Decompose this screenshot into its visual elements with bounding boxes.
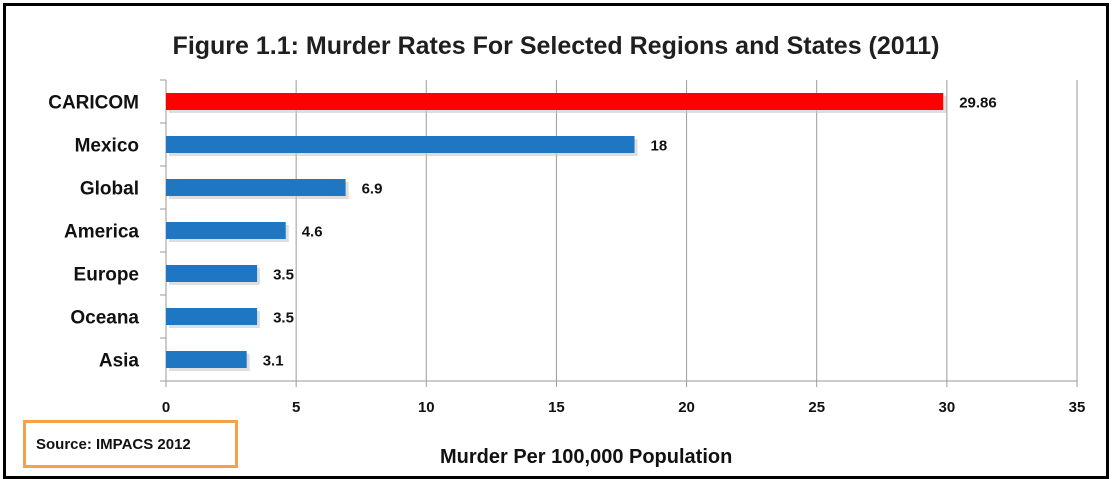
x-tick-label: 25	[808, 399, 825, 416]
bar-mexico	[166, 136, 635, 153]
category-label: Europe	[74, 265, 139, 286]
bar-europe	[166, 265, 258, 282]
chart-title: Figure 1.1: Murder Rates For Selected Re…	[172, 32, 940, 60]
data-label: 3.1	[263, 353, 284, 370]
x-tick-label: 30	[939, 399, 956, 416]
data-label: 3.5	[273, 267, 294, 284]
category-label: America	[64, 222, 139, 243]
x-tick-label: 0	[162, 399, 170, 416]
x-tick-label: 10	[418, 399, 435, 416]
source-label: Source: IMPACS 2012	[36, 435, 191, 453]
x-tick-label: 20	[678, 399, 695, 416]
category-label: Asia	[99, 351, 140, 372]
category-label: Global	[80, 179, 139, 200]
category-label: Oceana	[70, 308, 139, 329]
bar-global	[166, 179, 346, 196]
x-tick-label: 5	[292, 399, 300, 416]
data-label: 4.6	[302, 224, 323, 241]
source-box: Source: IMPACS 2012	[23, 420, 238, 468]
data-label: 29.86	[959, 95, 997, 112]
bar-america	[166, 222, 286, 239]
x-axis-title: Murder Per 100,000 Population	[440, 446, 733, 468]
category-label: CARICOM	[48, 93, 139, 114]
bar-oceana	[166, 308, 258, 325]
bar-caricom	[166, 93, 944, 110]
data-label: 18	[651, 138, 668, 155]
bar-asia	[166, 351, 247, 368]
x-tick-label: 35	[1069, 399, 1086, 416]
data-label: 6.9	[362, 181, 383, 198]
x-tick-label: 15	[548, 399, 565, 416]
category-label: Mexico	[75, 136, 139, 157]
data-label: 3.5	[273, 310, 294, 327]
